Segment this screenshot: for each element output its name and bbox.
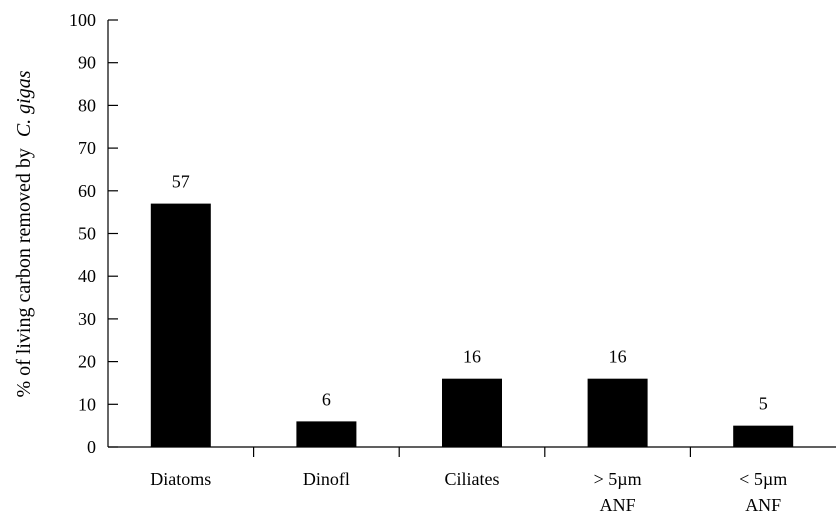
bar-4: [733, 425, 794, 447]
bar-1: [296, 421, 357, 447]
category-label-4: < 5µm ANF: [739, 469, 787, 515]
category-label-3-line-1: ANF: [600, 495, 636, 515]
y-axis-title: % of living carbon removed by C. gigas: [13, 70, 35, 397]
y-tick-label-0: 0: [87, 437, 96, 457]
category-label-4-line-1: ANF: [745, 495, 781, 515]
bar-0: [150, 203, 211, 447]
category-label-1-line-0: Dinofl: [303, 469, 350, 489]
labels: 0 10 20 30 40 50 60 70 80 90 100 57 Diatoms 6 Dinofl 16…: [69, 10, 787, 515]
y-tick-label-70: 70: [78, 138, 96, 158]
value-label-1: 6: [322, 389, 331, 409]
y-tick-label-40: 40: [78, 266, 96, 286]
bar-3: [587, 378, 648, 447]
category-label-0: Diatoms: [150, 469, 211, 489]
category-label-2-line-0: Ciliates: [445, 469, 500, 489]
y-tick-label-10: 10: [78, 394, 96, 414]
value-label-4: 5: [759, 394, 768, 414]
bar-2: [442, 378, 502, 447]
y-tick-label-80: 80: [78, 95, 96, 115]
y-axis-title-species: C. gigas: [13, 70, 35, 137]
value-label-2: 16: [463, 347, 481, 367]
category-label-4-line-0: < 5µm: [739, 469, 787, 489]
y-tick-label-20: 20: [78, 352, 96, 372]
category-label-2: Ciliates: [445, 469, 500, 489]
y-tick-label-100: 100: [69, 10, 96, 30]
y-tick-label-90: 90: [78, 53, 96, 73]
category-label-1: Dinofl: [303, 469, 350, 489]
bars: [150, 203, 794, 447]
y-tick-label-50: 50: [78, 224, 96, 244]
y-tick-label-60: 60: [78, 181, 96, 201]
value-label-3: 16: [609, 347, 627, 367]
category-label-3-line-0: > 5µm: [594, 469, 642, 489]
y-tick-label-30: 30: [78, 309, 96, 329]
axes: [107, 19, 836, 457]
y-axis-title-prefix: % of living carbon removed by: [13, 148, 35, 397]
category-label-3: > 5µm ANF: [594, 469, 642, 515]
value-label-0: 57: [172, 172, 190, 192]
category-label-0-line-0: Diatoms: [150, 469, 211, 489]
